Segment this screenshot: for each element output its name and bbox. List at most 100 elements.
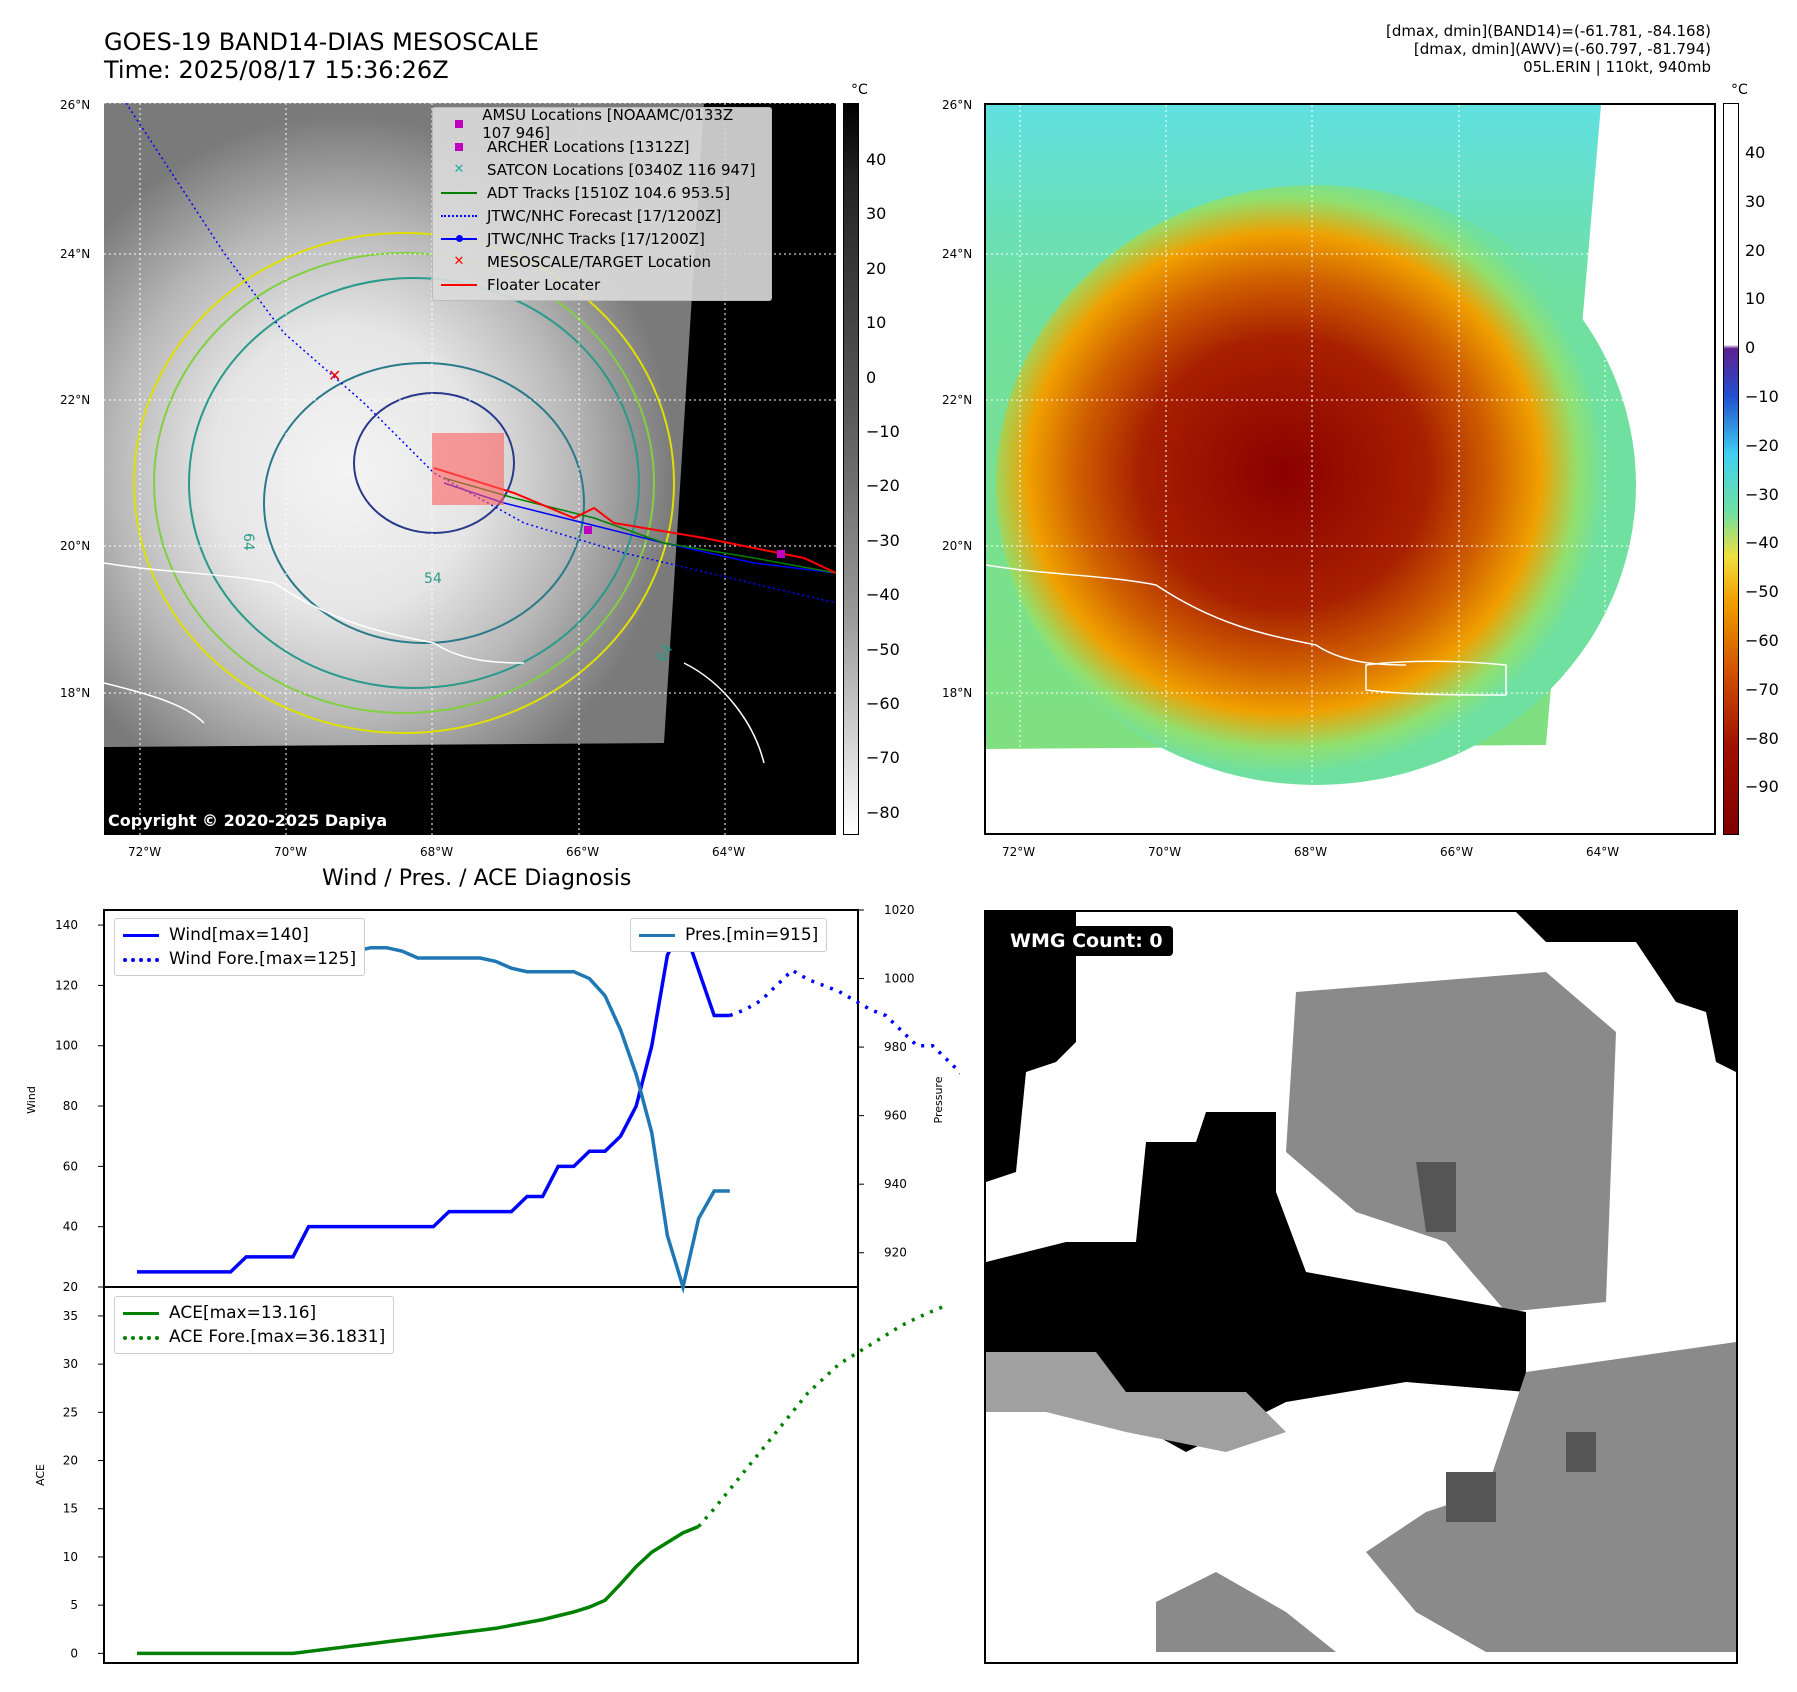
cbRight-tick: 0 (1745, 338, 1756, 358)
wmg-gray-center (1286, 972, 1616, 1312)
pressure-ytick-label: 980 (884, 1040, 907, 1054)
map-title-line2: Time: 2025/08/17 15:36:26Z (104, 56, 449, 84)
cbLeft-tick: −70 (866, 748, 900, 768)
ace-series-group (137, 1302, 949, 1656)
ace-ytick-label: 25 (63, 1405, 78, 1419)
amsu-marker (584, 526, 592, 534)
archer-marker (777, 550, 785, 558)
pressure-legend: Pres.[min=915] (630, 918, 828, 952)
pressure-ytick-label: 920 (884, 1246, 907, 1260)
legend-jtwc-tracks: JTWC/NHC Tracks [17/1200Z] (441, 227, 763, 250)
lat-tick-22-right: 22°N (942, 393, 973, 407)
legend-ace: ACE[max=13.16] (123, 1301, 385, 1325)
lon-tick-64-left: 64°W (712, 845, 746, 859)
lon-tick-68-right: 68°W (1294, 845, 1328, 859)
legend-wind-forecast: Wind Fore.[max=125] (123, 947, 356, 971)
contour-core (353, 392, 515, 534)
contour-label-64b: 64 (654, 641, 677, 665)
wind-ytick-label: 100 (55, 1039, 78, 1053)
legend-wind: Wind[max=140] (123, 923, 356, 947)
map-legend: AMSU Locations [NOAAMC/0133Z 107 946] AR… (432, 106, 772, 301)
contour-yellow (133, 232, 675, 734)
lon-tick-70-left: 70°W (274, 845, 308, 859)
cbLeft-tick: −50 (866, 639, 900, 659)
cbLeft-tick: 10 (866, 313, 887, 333)
cbLeft-tick: 20 (866, 258, 887, 278)
floater-track (433, 467, 836, 574)
band14-map: ✕ 64 64 54 Copyright © 2020-2025 Dapiya … (104, 103, 836, 835)
lat-tick-22-left: 22°N (60, 393, 91, 407)
storm-info: 05L.ERIN | 110kt, 940mb (1523, 58, 1711, 76)
cbLeft-tick: −30 (866, 530, 900, 550)
ace-axis-ticks: 0 5 10 15 20 25 30 35 (63, 1309, 104, 1660)
contour-label-64a: 64 (240, 533, 256, 551)
ace-ytick-label: 0 (70, 1646, 78, 1660)
wind-legend: Wind[max=140] Wind Fore.[max=125] (114, 918, 366, 976)
cbRight-tick: −40 (1745, 533, 1779, 553)
diagnosis-title: Wind / Pres. / ACE Diagnosis (322, 866, 632, 891)
legend-jtwc-forecast: JTWC/NHC Forecast [17/1200Z] (441, 204, 763, 227)
cbRight-tick: 40 (1745, 143, 1766, 162)
lon-tick-64-right: 64°W (1586, 845, 1620, 859)
pressure-axis-ticks: 920 940 960 980 1000 1020 (858, 903, 915, 1260)
wind-series-group (137, 920, 960, 1294)
colorbar-unit-left: °C (851, 82, 868, 98)
ace-chart-series-0 (137, 1524, 700, 1656)
awv-range: [dmax, dmin](AWV)=(-60.797, -81.794) (1413, 40, 1711, 58)
cbRight-tick: −90 (1745, 777, 1779, 797)
band14-colorbar (843, 103, 859, 835)
lon-tick-66-right: 66°W (1440, 845, 1474, 859)
awv-colorbar (1723, 103, 1739, 835)
legend-adt: ADT Tracks [1510Z 104.6 953.5] (441, 181, 763, 204)
lat-tick-18-right: 18°N (942, 686, 973, 700)
ace-ytick-label: 15 (63, 1502, 78, 1516)
lon-tick-66-left: 66°W (566, 845, 600, 859)
lat-tick-26-left: 26°N (60, 98, 91, 112)
lat-tick-20-left: 20°N (60, 539, 91, 553)
lat-tick-20-right: 20°N (942, 539, 973, 553)
cbRight-tick: −30 (1745, 484, 1779, 504)
pressure-ytick-label: 1020 (884, 903, 915, 917)
cbLeft-tick: −40 (866, 585, 900, 605)
mesoscale-target-box (432, 433, 504, 505)
cbRight-tick: 10 (1745, 289, 1766, 309)
ace-ytick-label: 5 (70, 1598, 78, 1612)
legend-satcon: ✕ SATCON Locations [0340Z 116 947] (453, 160, 756, 179)
wmg-panel: WMG Count: 0 (984, 910, 1738, 1664)
cbRight-tick: 30 (1745, 191, 1766, 211)
wind-ylabel: Wind (25, 1086, 38, 1114)
pressure-ylabel: Pressure (932, 1076, 945, 1123)
lon-tick-70-right: 70°W (1148, 845, 1182, 859)
cbLeft-tick: 30 (866, 204, 887, 224)
wmg-gray-lower (1366, 1342, 1736, 1652)
contour-label-54: 54 (424, 571, 442, 587)
cbRight-tick: 20 (1745, 240, 1766, 260)
contour-green (153, 252, 655, 714)
awv-coastline-hispaniola (986, 564, 1407, 666)
ace-axes-frame (103, 1286, 859, 1664)
lon-tick-72-left: 72°W (128, 845, 162, 859)
wind-chart-series-2 (137, 925, 730, 1294)
wmg-gray-bottom (1156, 1572, 1336, 1652)
awv-map-svg (986, 105, 1714, 833)
ace-ylabel: ACE (34, 1464, 47, 1486)
legend-mesoscale: ✕ MESOSCALE/TARGET Location (453, 252, 712, 271)
wind-axis-ticks: 20 40 60 80 100 120 140 (55, 918, 104, 1294)
wind-chart-series-0 (137, 920, 730, 1274)
wind-ytick-label: 80 (63, 1099, 78, 1113)
cbLeft-tick: −80 (866, 802, 900, 822)
cbRight-tick: −60 (1745, 631, 1779, 650)
contour-inner (263, 362, 585, 644)
lon-tick-72-right: 72°W (1002, 845, 1036, 859)
wmg-darkgray-1 (1416, 1162, 1456, 1232)
wmg-black-topright (1516, 912, 1736, 1072)
cbLeft-tick: −60 (866, 694, 900, 713)
wmg-count-badge: WMG Count: 0 (1000, 926, 1173, 956)
cbRight-tick: −50 (1745, 582, 1779, 602)
jtwc-forecast-track (125, 103, 836, 604)
contour-teal (188, 277, 640, 689)
ace-ytick-label: 10 (63, 1550, 78, 1564)
ace-ytick-label: 35 (63, 1309, 78, 1323)
cbRight-tick: −70 (1745, 679, 1779, 699)
